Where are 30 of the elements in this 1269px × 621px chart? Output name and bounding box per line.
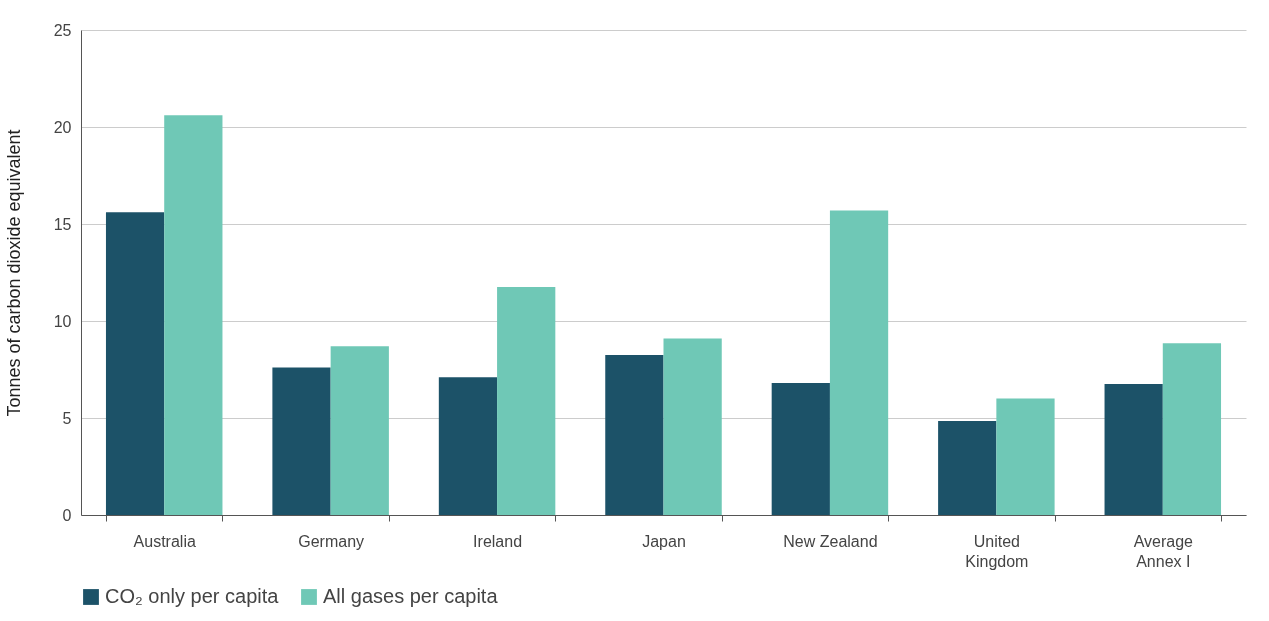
y-tick-label: 10 <box>53 312 72 330</box>
legend-label: CO₂ only per capita <box>105 585 280 607</box>
y-tick-label: 15 <box>53 215 72 233</box>
bar <box>771 383 830 515</box>
y-tick-label: 25 <box>53 21 72 39</box>
bar <box>996 398 1055 515</box>
bar <box>330 346 389 515</box>
bar <box>938 420 997 515</box>
x-tick-label: Japan <box>642 532 686 550</box>
y-tick-label: 5 <box>62 409 72 427</box>
x-tick-label: Ireland <box>473 532 523 550</box>
bar <box>1162 343 1222 515</box>
bar <box>605 354 664 515</box>
bar <box>829 210 889 515</box>
bar <box>497 287 556 515</box>
legend-label: All gases per capita <box>323 585 499 607</box>
bar <box>1104 384 1163 515</box>
x-tick-label: Australia <box>133 532 196 550</box>
bar <box>272 367 331 515</box>
bar <box>164 115 223 515</box>
x-tick-label: New Zealand <box>783 532 878 550</box>
x-tick-label: United Kingdom <box>965 532 1029 570</box>
y-tick-label: 20 <box>53 118 72 136</box>
x-tick-label: Average Annex I <box>1133 532 1194 570</box>
bar <box>105 212 165 515</box>
y-axis-title: Tonnes of carbon dioxide equivalent <box>3 129 24 417</box>
y-tick-label: 0 <box>62 506 72 524</box>
bar <box>663 338 722 515</box>
x-tick-label: Germany <box>298 532 365 550</box>
bar <box>438 377 498 515</box>
